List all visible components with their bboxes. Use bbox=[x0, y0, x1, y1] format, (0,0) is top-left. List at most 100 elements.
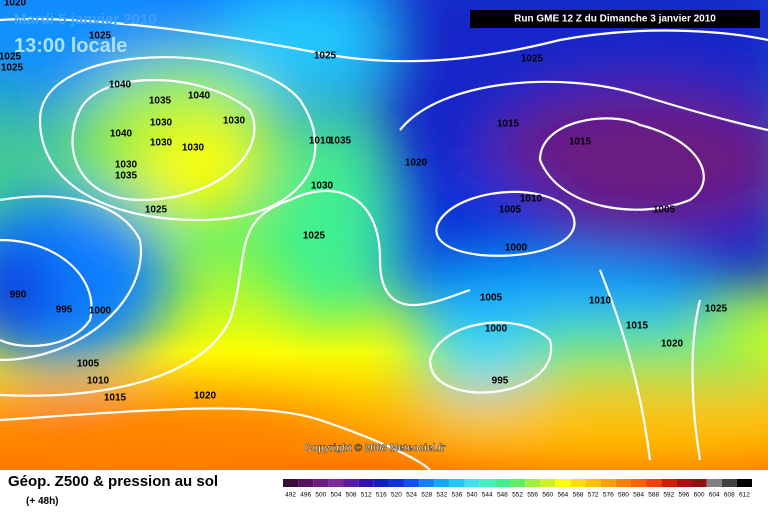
scale-swatch bbox=[721, 479, 737, 487]
isobar-label: 1040 bbox=[110, 129, 133, 140]
scale-label: 604 bbox=[709, 492, 720, 499]
time: 13:00 locale bbox=[14, 35, 127, 57]
date: Mardi 5 janvier 2010 bbox=[14, 11, 157, 28]
scale-label: 564 bbox=[557, 492, 568, 499]
scale-swatch bbox=[646, 479, 662, 487]
isobar-label: 1020 bbox=[661, 339, 684, 350]
isobar-label: 1040 bbox=[188, 91, 211, 102]
scale-swatch bbox=[388, 479, 405, 487]
scale-label: 532 bbox=[436, 492, 447, 499]
scale-swatch bbox=[358, 479, 374, 487]
isobar-label: 1020 bbox=[194, 391, 217, 402]
isobar-label: 1020 bbox=[405, 158, 428, 169]
isobar-label: 1015 bbox=[626, 321, 649, 332]
scale-swatch bbox=[328, 479, 344, 487]
scale-label: 512 bbox=[361, 492, 372, 499]
scale-label: 612 bbox=[739, 492, 750, 499]
scale-swatch bbox=[449, 479, 465, 487]
scale-label: 504 bbox=[331, 492, 342, 499]
scale-swatch bbox=[600, 479, 616, 487]
isobar-label: 1005 bbox=[499, 205, 522, 216]
scale-label: 520 bbox=[391, 492, 402, 499]
field bbox=[0, 0, 768, 470]
map: 1020 1025 1025 1025 1025 1025 1040 1035 … bbox=[0, 0, 768, 470]
scale-swatch bbox=[615, 479, 631, 487]
isobar-label: 1025 bbox=[0, 52, 22, 63]
legend: Géop. Z500 & pression au sol (+ 48h) 492… bbox=[0, 470, 768, 512]
scale-swatch bbox=[404, 479, 420, 487]
scale-label: 544 bbox=[482, 492, 493, 499]
isobar-label: 1030 bbox=[150, 138, 173, 149]
scale-swatch bbox=[343, 479, 359, 487]
scale-swatch bbox=[525, 479, 541, 487]
isobar-label: 1015 bbox=[104, 393, 127, 404]
isobar-label: 1035 bbox=[149, 96, 172, 107]
scale-swatch bbox=[509, 479, 526, 487]
isobar-label: 1025 bbox=[303, 231, 326, 242]
isobar-label: 1025 bbox=[521, 54, 544, 65]
scale-swatch bbox=[434, 479, 450, 487]
isobar-label: 1030 bbox=[182, 143, 205, 154]
scale-label: 516 bbox=[376, 492, 387, 499]
isobar-label: 1000 bbox=[89, 306, 112, 317]
scale-label: 528 bbox=[421, 492, 432, 499]
scale-swatch bbox=[706, 479, 722, 487]
scale-label: 560 bbox=[542, 492, 553, 499]
scale-swatch bbox=[676, 479, 692, 487]
isobar-label: 1035 bbox=[115, 171, 138, 182]
isobar-label: 1035 bbox=[329, 136, 352, 147]
scale-label: 576 bbox=[603, 492, 614, 499]
isobar-label: 1030 bbox=[223, 116, 246, 127]
isobar-label: 1005 bbox=[77, 359, 100, 370]
scale-label: 572 bbox=[588, 492, 599, 499]
scale-swatch bbox=[464, 479, 480, 487]
color-scale: 492 496 500 504 508 512 516 520 524 528 532 536 540 5… bbox=[283, 479, 752, 499]
scale-swatch bbox=[691, 479, 707, 487]
run-box bbox=[470, 10, 760, 28]
scale-label: 524 bbox=[406, 492, 417, 499]
isobar-label: 1025 bbox=[89, 31, 112, 42]
scale-label: 580 bbox=[618, 492, 629, 499]
isobar-label: 1025 bbox=[1, 63, 24, 74]
isobar-label: 995 bbox=[492, 376, 509, 387]
scale-label: 592 bbox=[663, 492, 674, 499]
isobar-label: 1000 bbox=[505, 243, 528, 254]
isobar-labels: 1020 1025 1025 1025 1025 1025 1040 1035 … bbox=[0, 0, 728, 404]
isobar-label: 1010 bbox=[309, 136, 332, 147]
scale-label: 584 bbox=[633, 492, 644, 499]
scale-swatch bbox=[570, 479, 586, 487]
scale-swatch bbox=[661, 479, 677, 487]
legend-subtitle: (+ 48h) bbox=[26, 496, 59, 507]
scale-swatch bbox=[373, 479, 389, 487]
run-info: Run GME 12 Z du Dimanche 3 janvier 2010 bbox=[514, 14, 716, 25]
isobar-label: 1010 bbox=[87, 376, 110, 387]
scale-swatch bbox=[313, 479, 329, 487]
scale-label: 596 bbox=[678, 492, 689, 499]
scale-label: 496 bbox=[300, 492, 311, 499]
scale-swatch bbox=[540, 479, 556, 487]
isobar-label: 1020 bbox=[4, 0, 27, 9]
isobar-label: 1015 bbox=[497, 119, 520, 130]
scale-label: 548 bbox=[497, 492, 508, 499]
isobar-label: 1030 bbox=[115, 160, 138, 171]
scale-label: 536 bbox=[452, 492, 463, 499]
scale-swatch bbox=[298, 479, 314, 487]
isobar-label: 1010 bbox=[520, 194, 543, 205]
isobar-label: 1015 bbox=[569, 137, 592, 148]
scale-label: 556 bbox=[527, 492, 538, 499]
scale-label: 552 bbox=[512, 492, 523, 499]
isobar-label: 990 bbox=[10, 290, 27, 301]
copyright: Copyright © 2008 Meteociel.fr bbox=[305, 443, 446, 454]
scale-swatch bbox=[479, 479, 495, 487]
scale-label: 600 bbox=[694, 492, 705, 499]
scale-label: 508 bbox=[346, 492, 357, 499]
isobar-label: 1040 bbox=[109, 80, 132, 91]
scale-swatch bbox=[494, 479, 510, 487]
scale-label: 492 bbox=[285, 492, 296, 499]
isobar-label: 1025 bbox=[705, 304, 728, 315]
scale-label: 608 bbox=[724, 492, 735, 499]
scale-label: 568 bbox=[573, 492, 584, 499]
scale-label: 540 bbox=[467, 492, 478, 499]
isobar-label: 1010 bbox=[589, 296, 612, 307]
scale-swatch bbox=[630, 479, 647, 487]
